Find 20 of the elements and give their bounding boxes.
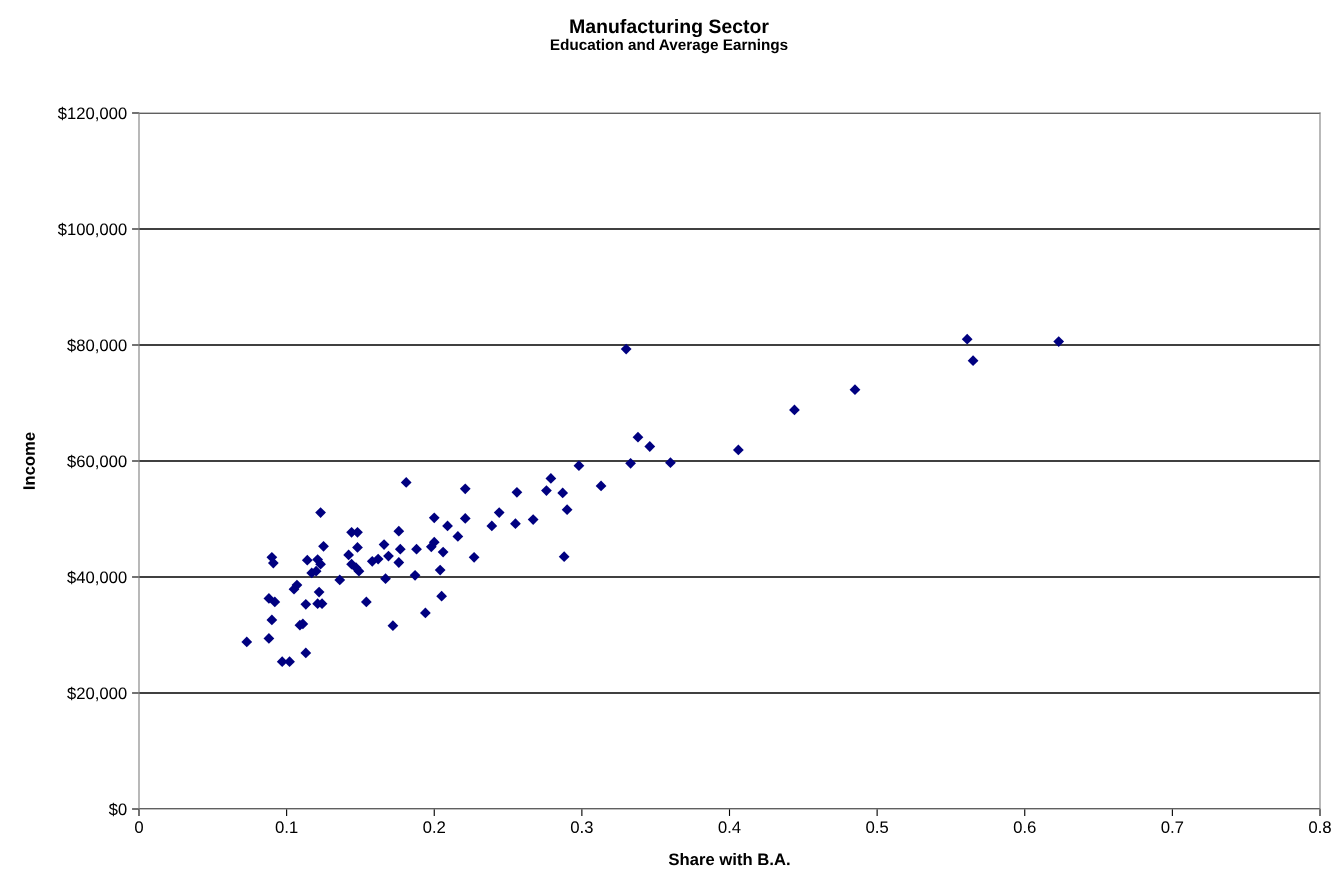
x-tick-label: 0 <box>135 821 143 834</box>
y-axis-title: Income <box>23 432 35 490</box>
y-tick-label: $0 <box>108 802 127 817</box>
x-tick-label: 0.6 <box>1013 821 1036 834</box>
x-tick-label: 0.4 <box>718 821 741 834</box>
y-tick-label: $20,000 <box>67 686 127 702</box>
chart-subtitle: Education and Average Earnings <box>550 38 788 54</box>
y-tick-label: $120,000 <box>57 106 127 122</box>
x-tick-label: 0.2 <box>423 821 445 834</box>
x-tick-label: 0.3 <box>570 821 593 834</box>
y-tick-label: $80,000 <box>67 338 127 354</box>
x-tick-label: 0.1 <box>275 821 298 834</box>
y-tick-label: $60,000 <box>67 454 127 470</box>
x-tick-label: 0.8 <box>1309 821 1331 834</box>
chart-title: Manufacturing Sector <box>570 18 769 38</box>
x-axis-title: Share with B.A. <box>668 853 790 866</box>
x-tick-label: 0.5 <box>866 821 889 834</box>
y-tick-label: $40,000 <box>67 570 127 586</box>
x-tick-label: 0.7 <box>1161 821 1184 834</box>
y-tick-label: $100,000 <box>57 222 127 238</box>
